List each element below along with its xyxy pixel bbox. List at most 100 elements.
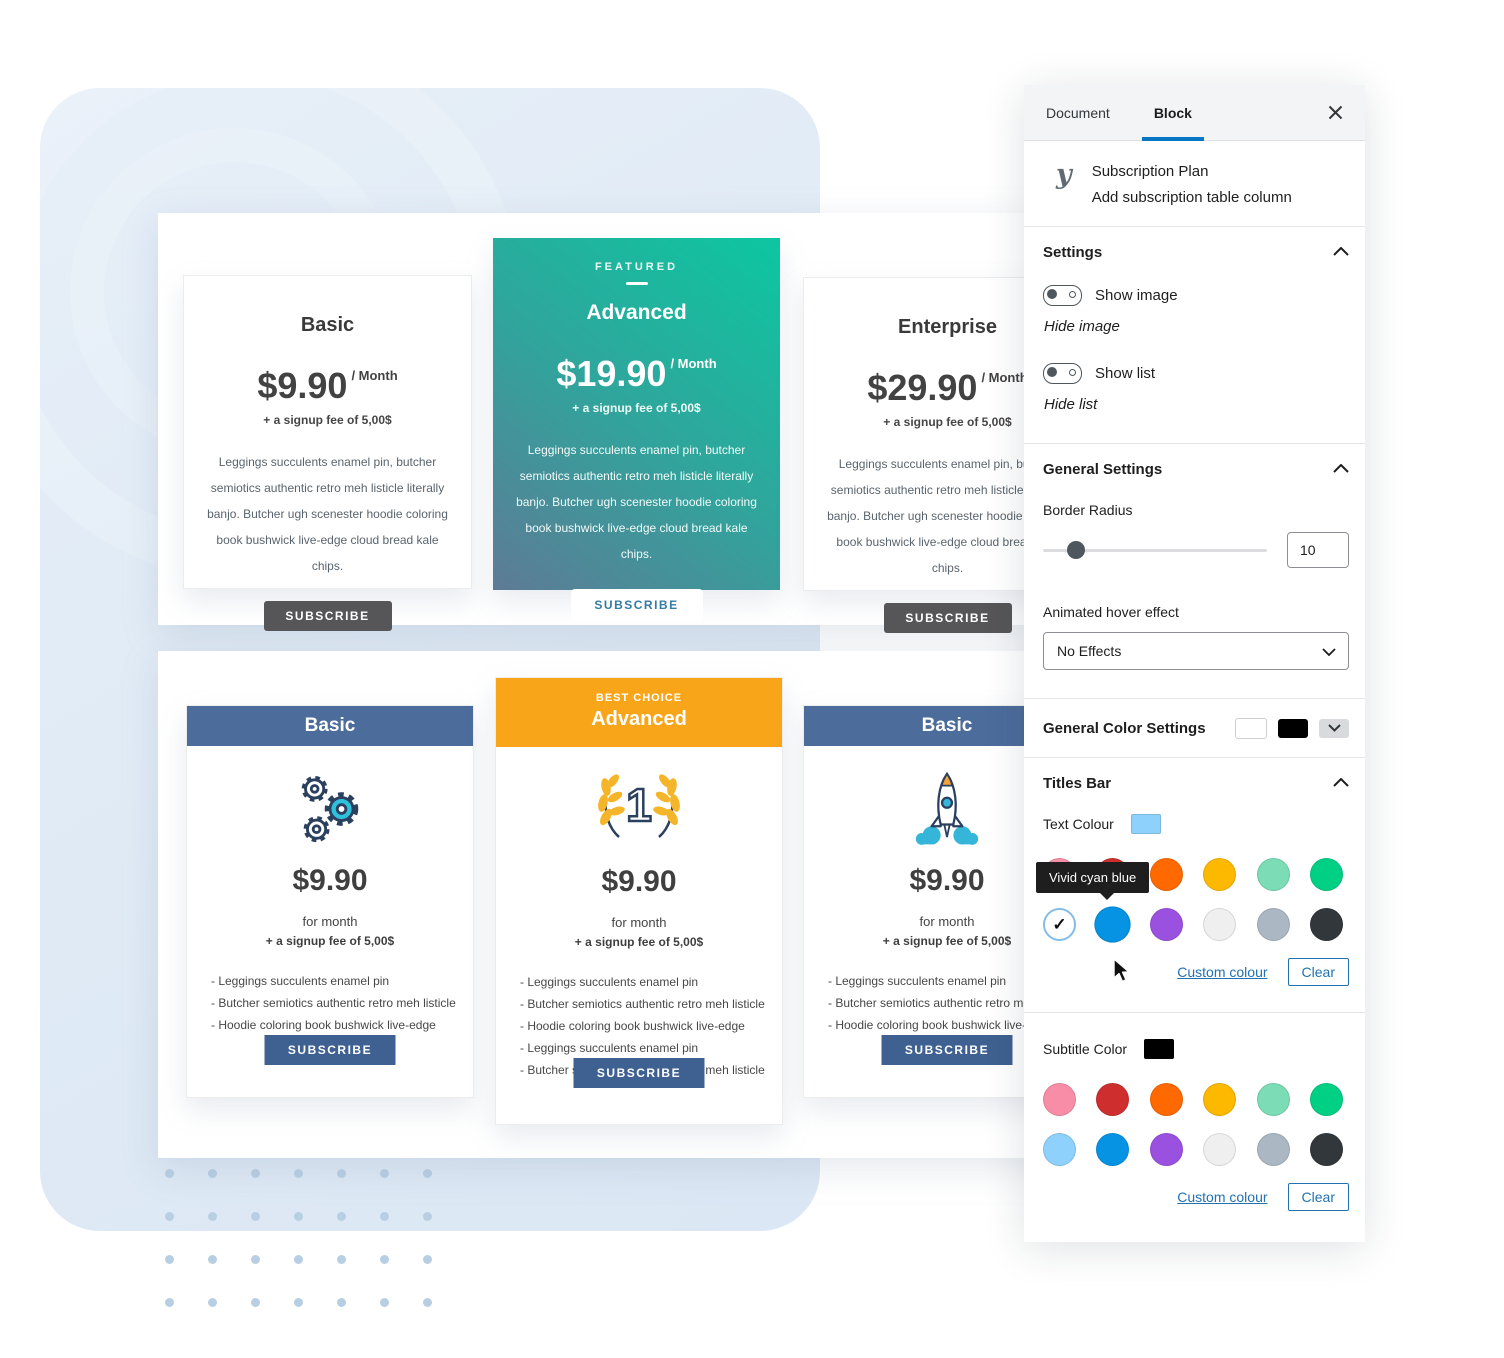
section-title: Settings	[1043, 243, 1103, 261]
general-settings-section: General Settings Border Radius Animated …	[1024, 444, 1365, 699]
section-title: General Settings	[1043, 460, 1163, 478]
plan-signup-fee: + a signup fee of 5,00$	[883, 415, 1012, 429]
close-icon[interactable]	[1320, 85, 1351, 140]
plan-title: Basic	[300, 314, 355, 336]
feature-item: - Hoodie coloring book bushwick live-edg…	[211, 1018, 436, 1032]
chevron-up-icon	[1333, 460, 1349, 478]
palette-swatch-pale-pink[interactable]	[1043, 1083, 1076, 1116]
custom-colour-link[interactable]: Custom colour	[1177, 1189, 1268, 1205]
subscribe-button[interactable]: SUBSCRIBE	[263, 601, 392, 631]
palette-swatch-luminous-vivid-orange[interactable]	[1149, 858, 1183, 891]
pricing-card-basic-top: Basic $9.90/ Month + a signup fee of 5,0…	[183, 275, 472, 631]
general-settings-section-header[interactable]: General Settings	[1043, 444, 1349, 494]
chevron-down-icon[interactable]	[1319, 718, 1349, 738]
custom-colour-link[interactable]: Custom colour	[1177, 964, 1268, 980]
tab-document[interactable]: Document	[1046, 104, 1110, 121]
block-title: Subscription Plan	[1091, 163, 1209, 180]
tab-block[interactable]: Block	[1132, 85, 1214, 141]
feature-item: - Butcher semiotics authentic retro meh …	[828, 996, 1073, 1010]
titles-bar-section-header[interactable]: Titles Bar	[1043, 758, 1349, 808]
palette-swatch-vivid-green-cyan[interactable]	[1309, 858, 1343, 891]
palette-swatch-vivid-purple[interactable]	[1149, 1133, 1183, 1166]
general-color-settings-section: General Color Settings	[1024, 699, 1365, 758]
feature-item: - Hoodie coloring book bushwick live-edg…	[520, 1019, 745, 1033]
plan-description: Leggings succulents enamel pin, butcher …	[827, 457, 1068, 575]
block-inspector-sidebar: Document Block y Subscription Plan Add s…	[1024, 85, 1365, 1242]
plan-title: Advanced	[586, 301, 687, 324]
plan-title: Enterprise	[898, 316, 997, 338]
text-colour-label: Text Colour	[1043, 816, 1114, 832]
plan-period: for month	[919, 914, 975, 929]
plan-period: / Month	[670, 356, 717, 371]
palette-swatch-pale-cyan-blue[interactable]	[1043, 1133, 1076, 1166]
featured-badge: FEATURED	[594, 261, 679, 273]
gears-icon	[187, 762, 473, 858]
subscribe-button[interactable]: SUBSCRIBE	[883, 603, 1012, 633]
subscribe-button[interactable]: SUBSCRIBE	[881, 1035, 1013, 1065]
feature-item: - Leggings succulents enamel pin	[520, 975, 699, 989]
subscribe-button[interactable]: SUBSCRIBE	[573, 1058, 705, 1088]
border-radius-label: Border Radius	[1043, 502, 1133, 518]
palette-swatch-vivid-cyan-blue[interactable]	[1096, 1133, 1130, 1166]
chevron-down-icon	[1322, 643, 1336, 659]
palette-swatch-luminous-vivid-amber[interactable]	[1203, 858, 1237, 891]
plan-description: Leggings succulents enamel pin, butcher …	[516, 443, 757, 561]
palette-swatch-vivid-red[interactable]	[1096, 1083, 1130, 1116]
border-radius-slider[interactable]	[1043, 540, 1267, 559]
clear-button[interactable]: Clear	[1287, 958, 1349, 986]
plan-period: / Month	[351, 368, 398, 383]
subscribe-button[interactable]: SUBSCRIBE	[570, 589, 703, 621]
feature-list: - Leggings succulents enamel pin - Butch…	[828, 974, 1090, 1033]
settings-section: Settings Show image Hide image Show list…	[1024, 227, 1365, 444]
feature-item: - Leggings succulents enamel pin	[828, 974, 1007, 988]
plan-title-bar: Basic	[187, 706, 473, 746]
plan-price: $29.90/ Month	[867, 367, 1028, 408]
check-icon: ✓	[1052, 914, 1067, 934]
slider-thumb[interactable]	[1067, 540, 1085, 559]
plan-title-bar: BEST CHOICE Advanced	[496, 678, 782, 747]
show-image-toggle[interactable]	[1043, 285, 1082, 306]
palette-swatch-very-dark-gray[interactable]	[1309, 908, 1343, 941]
palette-swatch-light-green-cyan[interactable]	[1256, 1083, 1290, 1116]
pricing-card-advanced-bottom: BEST CHOICE Advanced	[495, 677, 783, 1125]
plan-signup-fee: + a signup fee of 5,00$	[265, 934, 395, 948]
border-radius-input[interactable]	[1287, 532, 1349, 568]
subtitle-color-current-swatch[interactable]	[1144, 1039, 1175, 1059]
palette-swatch-luminous-vivid-amber[interactable]	[1203, 1083, 1237, 1116]
plan-period: for month	[611, 915, 667, 930]
show-list-toggle[interactable]	[1043, 363, 1082, 384]
plan-signup-fee: + a signup fee of 5,00$	[882, 934, 1012, 948]
clear-button[interactable]: Clear	[1287, 1183, 1349, 1211]
text-colour-current-swatch[interactable]	[1130, 814, 1161, 834]
palette-swatch-pale-cyan-blue-selected[interactable]: ✓	[1043, 908, 1076, 941]
badge-divider	[625, 282, 648, 285]
toggle-label: Show image	[1095, 287, 1178, 304]
palette-swatch-vivid-cyan-blue[interactable]	[1094, 906, 1132, 943]
subtitle-color-label: Subtitle Color	[1043, 1041, 1128, 1057]
chevron-up-icon	[1333, 243, 1349, 261]
hover-effect-select[interactable]: No Effects	[1043, 632, 1349, 670]
dot-grid-decoration	[165, 1169, 466, 1341]
palette-swatch-vivid-green-cyan[interactable]	[1309, 1083, 1343, 1116]
palette-swatch-cyan-bluish-gray[interactable]	[1256, 1133, 1290, 1166]
palette-swatch-very-light-gray[interactable]	[1203, 1133, 1237, 1166]
color-summary-swatch-black	[1278, 718, 1308, 738]
plan-price: $9.90	[601, 865, 677, 898]
feature-item: - Leggings succulents enamel pin	[520, 1041, 699, 1055]
section-title: Titles Bar	[1043, 774, 1112, 792]
palette-swatch-light-green-cyan[interactable]	[1256, 858, 1290, 891]
block-description: Add subscription table column	[1091, 189, 1292, 206]
palette-swatch-cyan-bluish-gray[interactable]	[1256, 908, 1290, 941]
subscribe-button[interactable]: SUBSCRIBE	[264, 1035, 396, 1065]
selected-option: No Effects	[1057, 643, 1122, 659]
feature-item: - Butcher semiotics authentic retro meh …	[520, 997, 765, 1011]
palette-swatch-very-light-gray[interactable]	[1203, 908, 1237, 941]
palette-swatch-vivid-purple[interactable]	[1149, 908, 1183, 941]
plan-description: Leggings succulents enamel pin, butcher …	[207, 455, 448, 573]
palette-swatch-luminous-vivid-orange[interactable]	[1149, 1083, 1183, 1116]
pricing-card-advanced-featured: FEATURED Advanced $19.90/ Month + a sign…	[493, 238, 780, 621]
settings-section-header[interactable]: Settings	[1043, 227, 1349, 277]
palette-swatch-very-dark-gray[interactable]	[1309, 1133, 1343, 1166]
general-color-settings-header[interactable]: General Color Settings	[1043, 699, 1349, 757]
